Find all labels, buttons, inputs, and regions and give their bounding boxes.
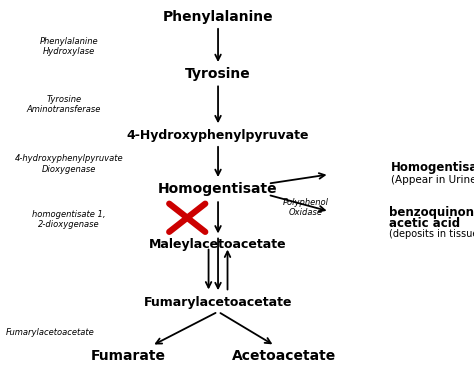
Text: Phenylalanine
Hydroxylase: Phenylalanine Hydroxylase <box>39 37 98 56</box>
Text: Tyrosine: Tyrosine <box>185 67 251 81</box>
Text: Polyphenol
Oxidase: Polyphenol Oxidase <box>283 198 329 217</box>
Text: homogentisate 1,
2-dioxygenase: homogentisate 1, 2-dioxygenase <box>32 210 106 229</box>
Text: Fumarylacetoacetate: Fumarylacetoacetate <box>144 296 292 309</box>
Text: Homogentisate: Homogentisate <box>391 161 474 174</box>
Text: Phenylalanine: Phenylalanine <box>163 10 273 24</box>
Text: Acetoacetate: Acetoacetate <box>232 349 337 363</box>
Text: 4-Hydroxyphenylpyruvate: 4-Hydroxyphenylpyruvate <box>127 129 310 142</box>
Text: Fumarylacetoacetate: Fumarylacetoacetate <box>5 328 94 336</box>
Text: Maleylacetoacetate: Maleylacetoacetate <box>149 238 287 252</box>
Text: Tyrosine
Aminotransferase: Tyrosine Aminotransferase <box>27 95 101 114</box>
Text: benzoquinone: benzoquinone <box>389 206 474 219</box>
Text: (Appear in Urine): (Appear in Urine) <box>391 175 474 185</box>
Text: (deposits in tissues): (deposits in tissues) <box>389 230 474 239</box>
Text: 4-hydroxyphenylpyruvate
Dioxygenase: 4-hydroxyphenylpyruvate Dioxygenase <box>14 154 123 174</box>
Text: Fumarate: Fumarate <box>91 349 165 363</box>
Text: acetic acid: acetic acid <box>389 217 460 230</box>
Text: Homogentisate: Homogentisate <box>158 182 278 196</box>
